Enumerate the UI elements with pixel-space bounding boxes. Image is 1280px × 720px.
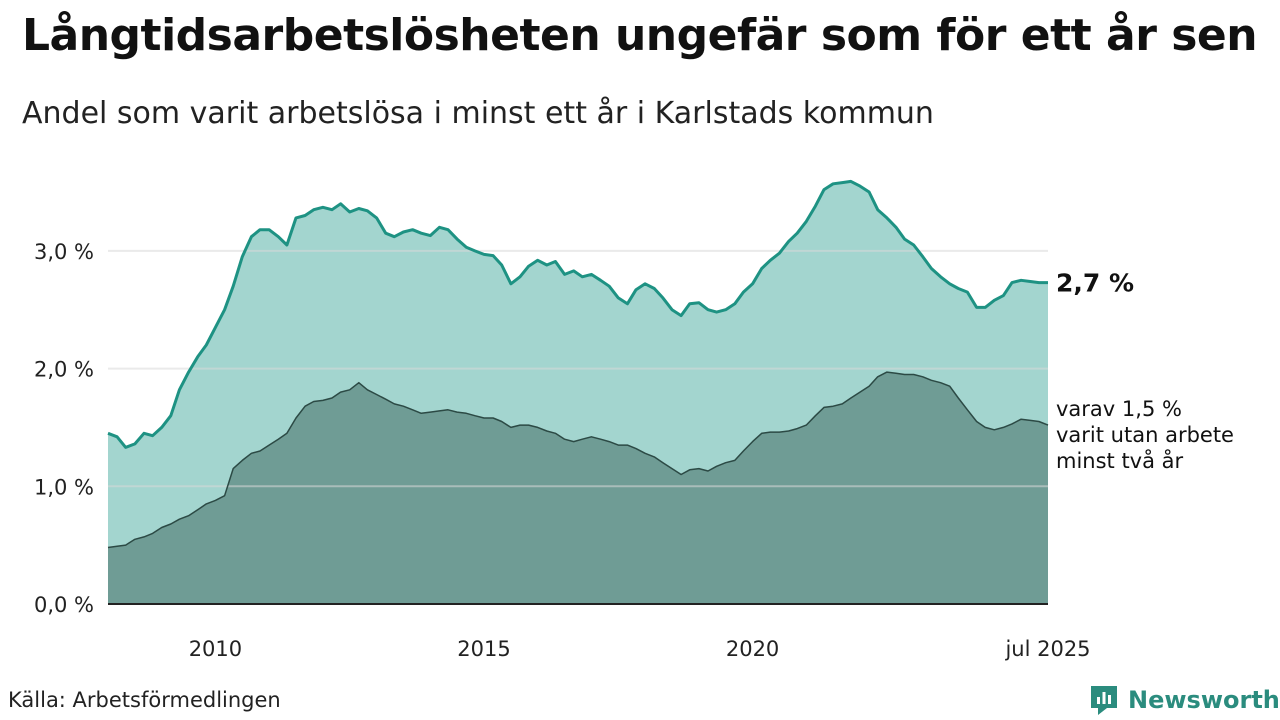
x-tick-label: jul 2025	[1004, 637, 1090, 661]
end-label-minst-tva-ar: varit utan arbete	[1056, 423, 1234, 447]
x-tick-label: 2010	[189, 637, 242, 661]
chart-subtitle: Andel som varit arbetslösa i minst ett å…	[22, 96, 934, 131]
area-minst-tva-ar	[108, 372, 1048, 604]
chart-title: Långtidsarbetslösheten ungefär som för e…	[22, 10, 1258, 61]
y-tick-label: 1,0 %	[34, 475, 94, 499]
x-tick-label: 2020	[726, 637, 779, 661]
y-tick-label: 0,0 %	[34, 593, 94, 617]
source-note: Källa: Arbetsförmedlingen	[8, 688, 281, 712]
end-label-minst-tva-ar: minst två år	[1056, 448, 1184, 473]
brand-logo: Newsworthy	[1088, 683, 1280, 717]
newsworthy-logo-icon	[1091, 686, 1117, 715]
x-tick-label: 2015	[457, 637, 510, 661]
line-minst-tva-ar	[107, 371, 1049, 549]
y-tick-label: 2,0 %	[34, 358, 94, 382]
end-label-total: 2,7 %	[1056, 269, 1134, 298]
brand-name: Newsworthy	[1128, 686, 1280, 714]
y-tick-label: 3,0 %	[34, 240, 94, 264]
end-label-minst-tva-ar: varav 1,5 %	[1056, 397, 1182, 421]
line-total	[107, 179, 1048, 449]
